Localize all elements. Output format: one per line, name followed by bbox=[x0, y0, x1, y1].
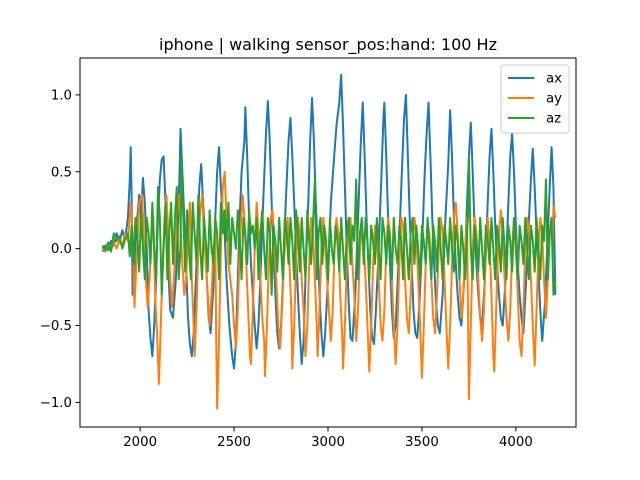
legend-label-ax: ax bbox=[546, 72, 562, 87]
y-tick-label: 1.0 bbox=[51, 88, 72, 103]
series-line-az bbox=[101, 155, 557, 296]
y-tick-label: −0.5 bbox=[40, 319, 72, 334]
y-tick-label: 0.5 bbox=[51, 165, 72, 180]
legend-label-ay: ay bbox=[546, 92, 562, 107]
legend: ax ay az bbox=[500, 64, 570, 134]
y-tick-label: −1.0 bbox=[40, 396, 72, 411]
x-tick-label: 3000 bbox=[311, 435, 345, 450]
axes: 2000 2500 3000 3500 4000 −1.0 −0.5 0.0 0.5 1.0 bbox=[40, 57, 577, 450]
x-tick-label: 3500 bbox=[405, 435, 439, 450]
legend-label-az: az bbox=[546, 112, 561, 127]
y-tick-label: 0.0 bbox=[51, 242, 72, 257]
x-tick-label: 4000 bbox=[499, 435, 533, 450]
legend-box bbox=[500, 64, 570, 134]
chart-title: iphone | walking sensor_pos:hand: 100 Hz bbox=[159, 35, 497, 55]
x-tick-label: 2000 bbox=[123, 435, 157, 450]
plot-area bbox=[101, 73, 557, 410]
x-tick-label: 2500 bbox=[217, 435, 251, 450]
